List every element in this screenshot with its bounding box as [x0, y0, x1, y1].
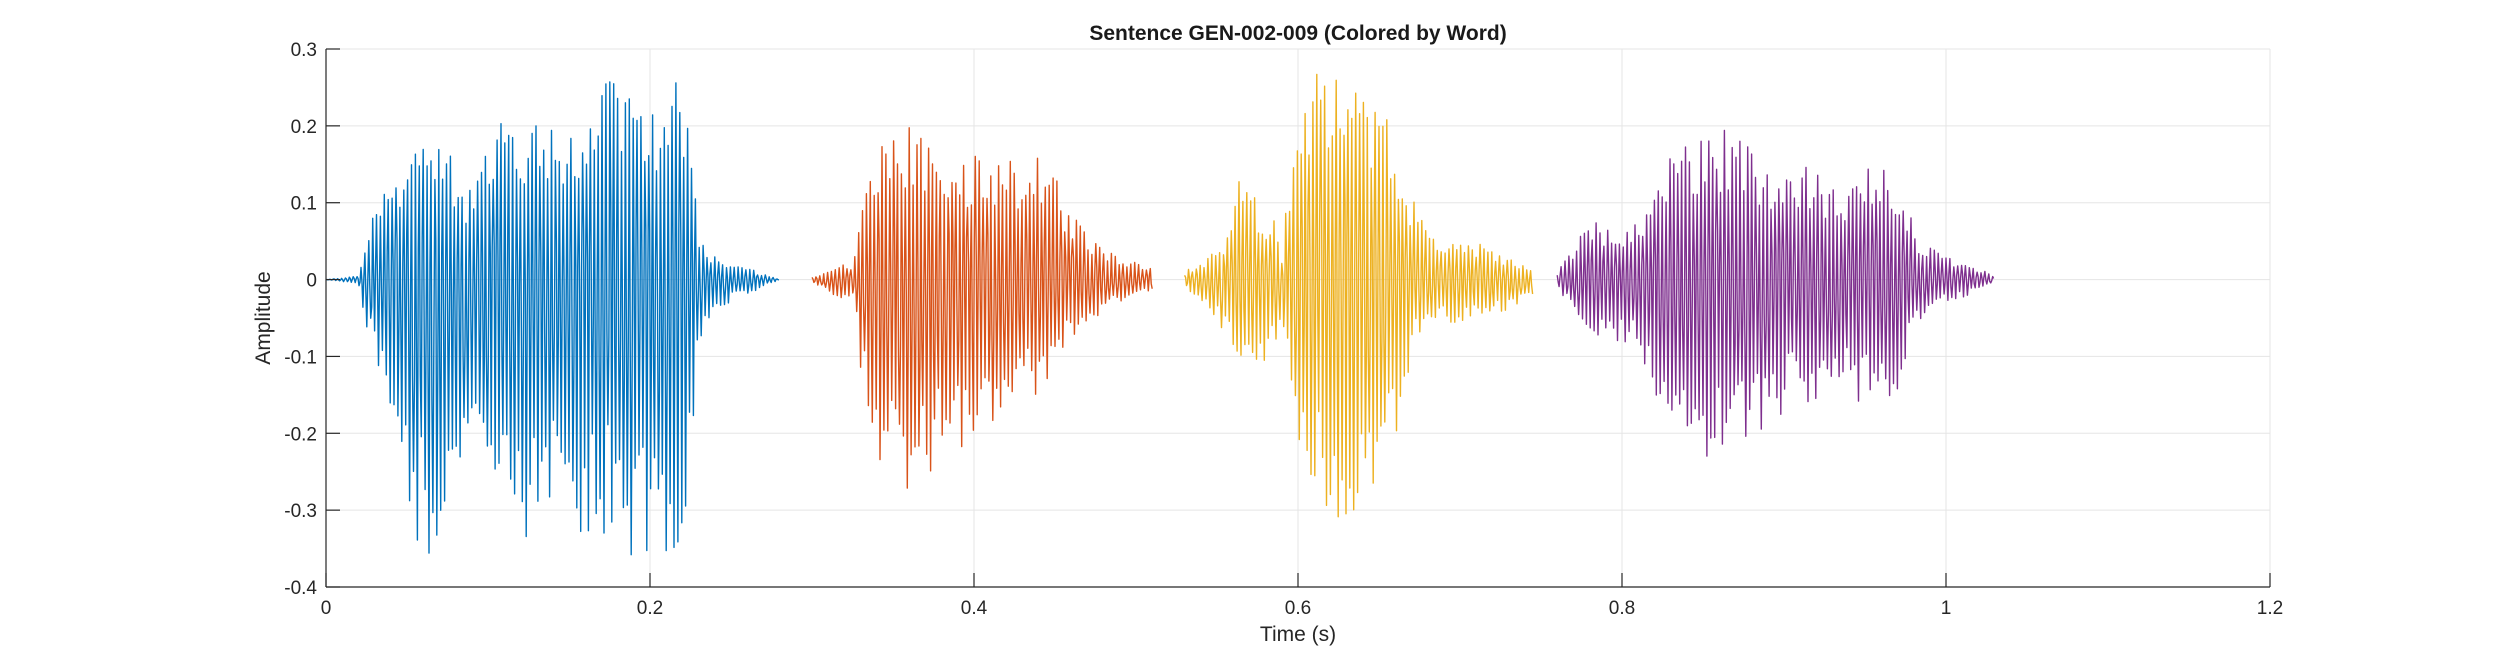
word-waveform-3	[1183, 73, 1534, 518]
x-tick-label: 0.6	[1285, 598, 1311, 619]
y-tick-label: 0	[306, 271, 317, 292]
tick-labels: 0 0.2 0.4 0.6 0.8 1 1.2 -0.4 -0.3 -0.2 -0.1 0 0.1 0.2…	[284, 40, 2283, 619]
x-axis-title: Time (s)	[1260, 623, 1336, 646]
x-tick-label: 0.8	[1609, 598, 1635, 619]
y-tick-label: -0.1	[284, 347, 317, 368]
word-waveform-1	[326, 81, 780, 556]
y-axis-title: Amplitude	[252, 271, 275, 364]
x-tick-label: 1	[1941, 598, 1952, 619]
y-tick-label: 0.2	[291, 117, 317, 138]
y-tick-label: -0.3	[284, 501, 317, 522]
chart-title: Sentence GEN-002-009 (Colored by Word)	[1089, 22, 1506, 45]
x-tick-label: 0	[321, 598, 332, 619]
y-tick-label: 0.1	[291, 194, 317, 215]
y-tick-label: 0.3	[291, 40, 317, 61]
y-tick-label: -0.2	[284, 424, 317, 445]
x-tick-label: 0.2	[637, 598, 663, 619]
word-waveform-4	[1556, 129, 1995, 457]
x-tick-label: 1.2	[2257, 598, 2283, 619]
y-tick-label: -0.4	[284, 578, 317, 599]
axes	[325, 48, 2271, 588]
x-tick-label: 0.4	[961, 598, 988, 619]
series-layer	[326, 73, 1995, 556]
word-waveform-2	[811, 127, 1153, 489]
